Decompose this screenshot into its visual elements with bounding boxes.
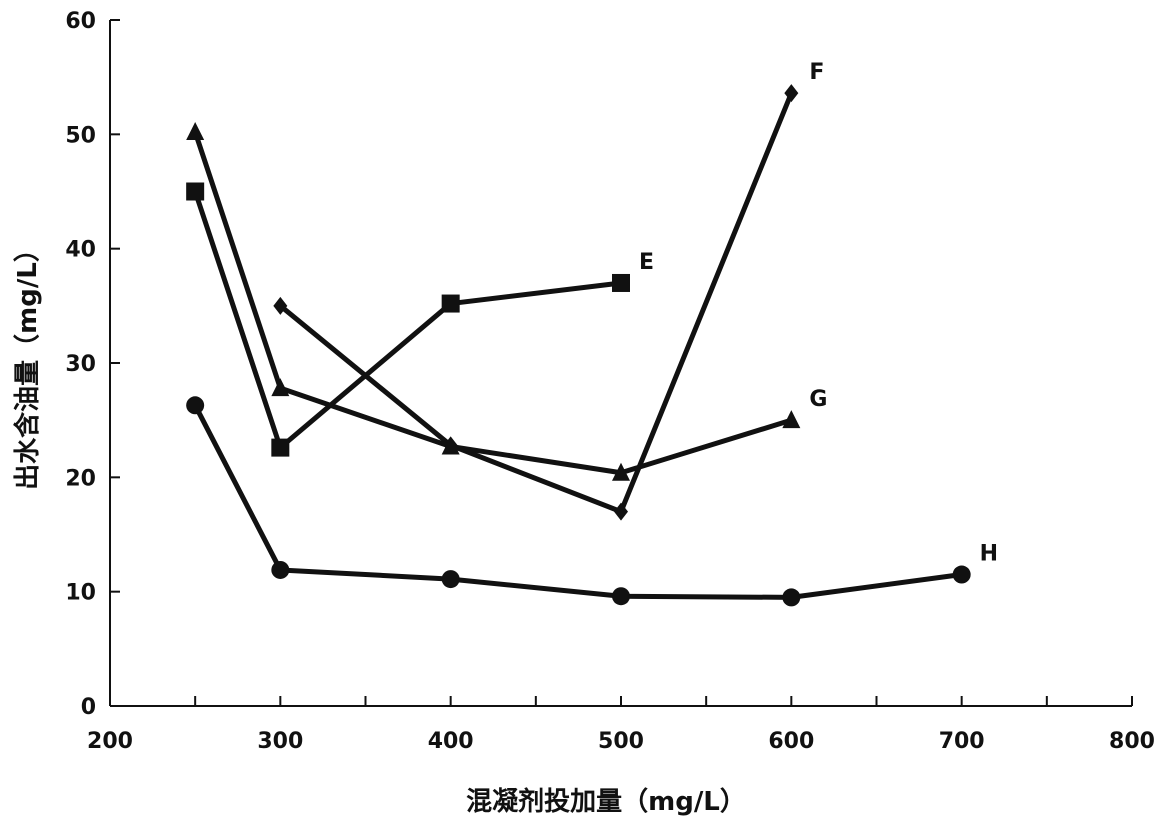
triangle-marker [612, 462, 630, 481]
circle-marker [612, 587, 630, 606]
series-f: F [273, 60, 824, 521]
y-tick-label: 20 [65, 466, 96, 491]
x-tick-label: 200 [87, 729, 133, 754]
y-tick-label: 50 [65, 123, 96, 148]
y-tick-label: 60 [65, 9, 96, 34]
x-tick-label: 700 [939, 729, 985, 754]
series-label-g: G [809, 387, 827, 412]
y-tick-label: 10 [65, 581, 96, 606]
diamond-marker [273, 296, 288, 315]
series-line [278, 92, 794, 515]
circle-marker [441, 570, 460, 589]
diamond-marker [784, 84, 799, 103]
triangle-marker [782, 410, 801, 429]
square-marker [612, 273, 630, 292]
series-label-f: F [809, 60, 824, 85]
series-h: H [186, 396, 998, 607]
y-tick-label: 30 [65, 352, 96, 377]
y-tick-label: 0 [81, 695, 96, 720]
triangle-marker [271, 378, 290, 397]
x-tick-label: 500 [598, 729, 644, 754]
square-marker [441, 294, 460, 313]
circle-marker [186, 396, 205, 415]
circle-marker [271, 560, 290, 579]
x-tick-label: 300 [257, 729, 303, 754]
y-tick-label: 40 [65, 238, 96, 263]
series-line [192, 404, 962, 600]
x-tick-label: 600 [768, 729, 814, 754]
series-g: G [186, 122, 827, 481]
series-layer: E F G H [186, 60, 998, 607]
y-axis-title: 出水含油量（mg/L） [12, 236, 43, 490]
triangle-marker [441, 436, 460, 455]
square-marker [271, 438, 290, 457]
x-tick-label: 800 [1109, 729, 1155, 754]
labels: 混凝剂投加量（mg/L） 出水含油量（mg/L） [12, 236, 746, 817]
x-axis-title: 混凝剂投加量（mg/L） [466, 787, 746, 817]
square-marker [186, 182, 205, 201]
triangle-marker [186, 122, 205, 141]
circle-marker [952, 565, 971, 584]
x-tick-label: 400 [428, 729, 474, 754]
series-label-h: H [980, 542, 998, 567]
circle-marker [782, 588, 801, 607]
diamond-marker [614, 502, 628, 521]
ticks: 0 10 20 30 40 50 60 200 300 400 500 600 700 800 [65, 9, 1155, 754]
series-label-e: E [639, 250, 654, 275]
